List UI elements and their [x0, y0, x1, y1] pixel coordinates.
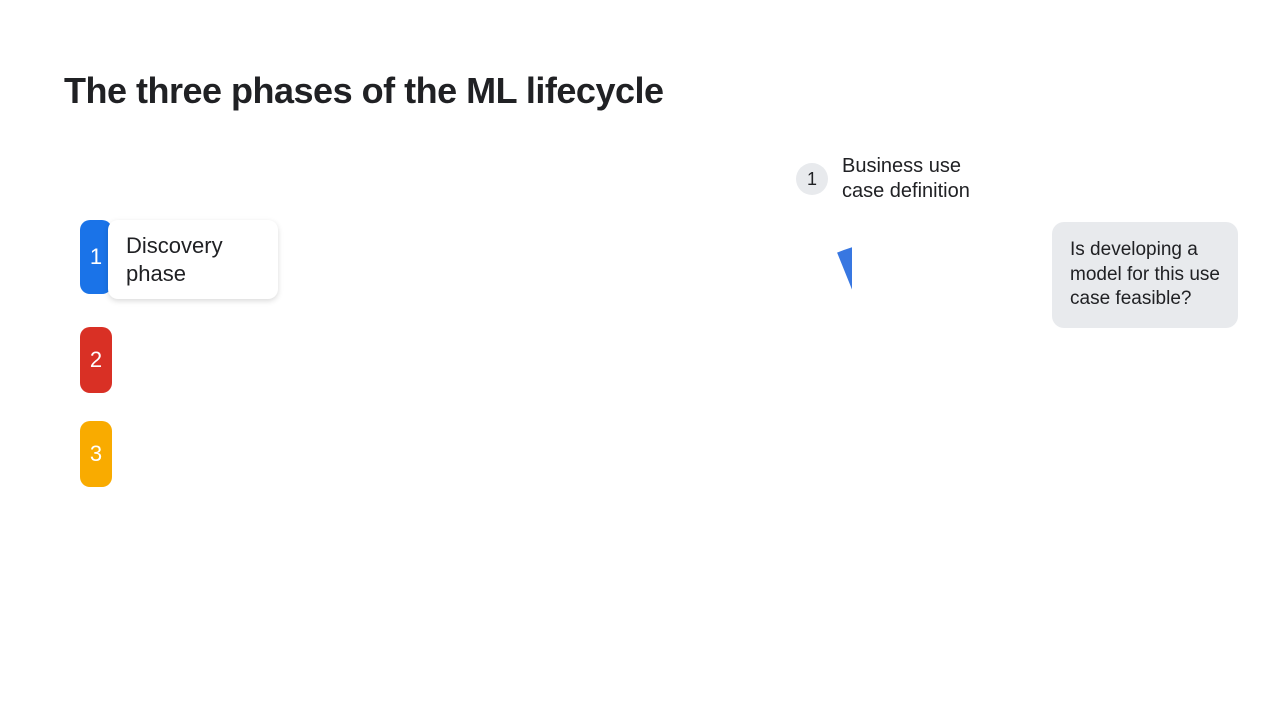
- callout-text: Is developing a model for this use case …: [1070, 239, 1220, 309]
- phase-row-2: 2: [80, 327, 278, 393]
- phase-chip-3: 3: [80, 421, 112, 487]
- phase-card-1: Discovery phase: [108, 220, 278, 299]
- page-title: The three phases of the ML lifecycle: [64, 70, 664, 112]
- wedge-icon: [752, 218, 852, 323]
- substep-label: 1 Business use case definition: [796, 154, 970, 204]
- phase-row-3: 3: [80, 421, 278, 487]
- phase-row-1: 1 Discovery phase: [80, 220, 278, 299]
- substep-text: Business use case definition: [842, 154, 970, 204]
- phase-chip-2: 2: [80, 327, 112, 393]
- phase-list: 1 Discovery phase 2 3: [80, 220, 278, 515]
- phase-label-1: Discovery phase: [126, 232, 223, 287]
- callout-box: Is developing a model for this use case …: [1052, 222, 1238, 328]
- substep-badge: 1: [796, 163, 828, 195]
